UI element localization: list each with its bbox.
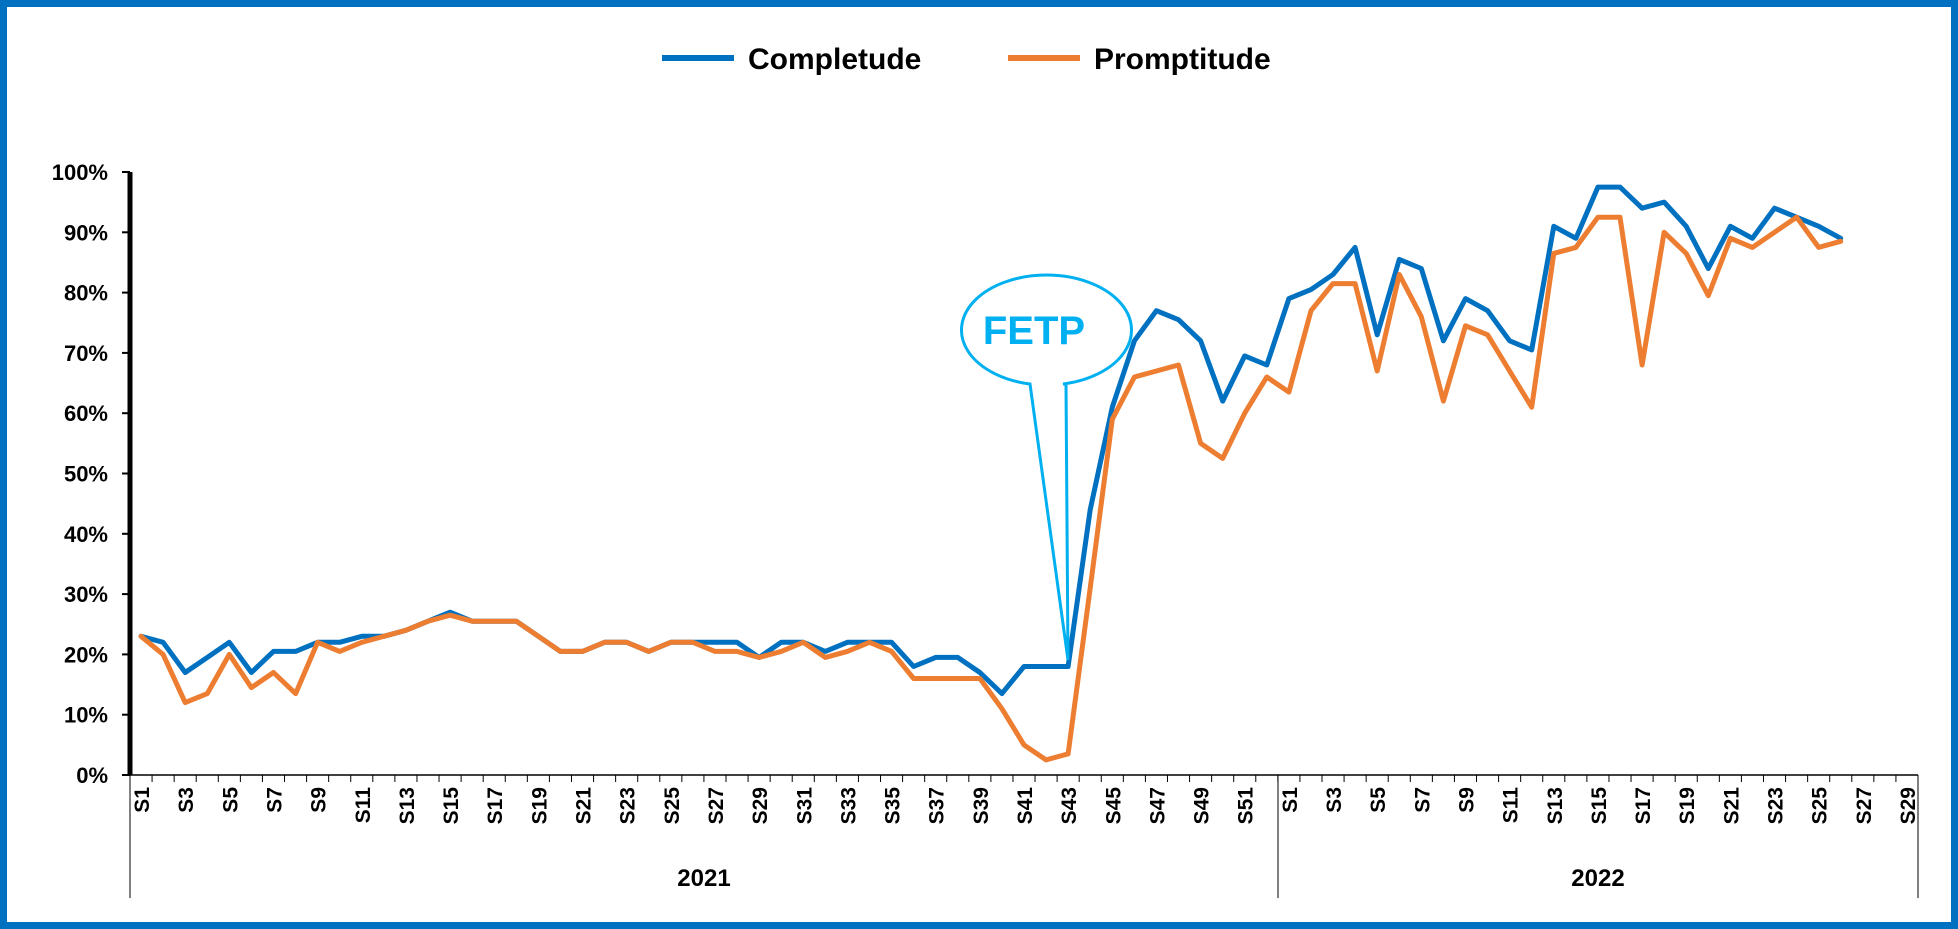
x-tick-label: S7	[263, 787, 286, 813]
x-tick-label: S51	[1235, 787, 1258, 825]
x-tick-label: S27	[705, 787, 728, 824]
x-tick-label: S5	[1367, 787, 1390, 813]
y-tick-label: 100%	[52, 160, 108, 185]
group-label-2022: 2022	[1571, 865, 1624, 892]
x-tick-label: S9	[1455, 787, 1478, 813]
x-tick-label: S11	[352, 787, 375, 824]
x-tick-label: S47	[1146, 787, 1169, 824]
x-tick-label: S23	[1765, 787, 1788, 824]
x-tick-label: S29	[1897, 787, 1920, 824]
y-tick-label: 10%	[64, 703, 108, 728]
x-tick-label: S49	[1191, 787, 1214, 824]
x-tick-label: S3	[175, 787, 198, 813]
y-tick-label: 40%	[64, 522, 108, 547]
series-line-promptitude	[138, 214, 1844, 763]
y-tick-label: 0%	[76, 763, 108, 788]
x-tick-label: S23	[617, 787, 640, 824]
legend-label-completude: Completude	[748, 43, 921, 76]
x-tick-label: S21	[1720, 787, 1743, 825]
x-tick-label: S25	[661, 787, 684, 825]
x-tick-label: S31	[793, 787, 816, 825]
x-tick-label: S29	[749, 787, 772, 824]
y-tick-label: 80%	[64, 281, 108, 306]
x-tick-label: S27	[1853, 787, 1876, 824]
x-tick-label: S3	[1323, 787, 1346, 813]
x-tick-label: S19	[528, 787, 551, 824]
y-tick-label: 20%	[64, 642, 108, 667]
x-tick-label: S1	[131, 787, 154, 813]
x-tick-label: S1	[1279, 787, 1302, 813]
legend-label-promptitude: Promptitude	[1094, 43, 1271, 76]
x-tick-label: S9	[308, 787, 331, 813]
x-tick-label: S17	[484, 787, 507, 824]
x-tick-label: S13	[396, 787, 419, 824]
fetp-callout: FETP	[960, 273, 1133, 661]
x-tick-label: S15	[1588, 787, 1611, 825]
x-axis-ticks: S1 S3 S5 S7 S9 S11 S13 S15 S17 S19 S21 S23 S25 S27 S29…	[129, 775, 1920, 825]
x-tick-label: S21	[573, 787, 596, 825]
x-tick-label: S17	[1632, 787, 1655, 824]
x-tick-label: S5	[219, 787, 242, 813]
x-tick-label: S19	[1676, 787, 1699, 824]
x-tick-label: S25	[1809, 787, 1832, 825]
group-label-2021: 2021	[677, 865, 730, 892]
x-tick-label: S15	[440, 787, 463, 825]
x-tick-label: S41	[1014, 787, 1037, 825]
x-tick-label: S35	[882, 787, 905, 825]
y-tick-label: 30%	[64, 582, 108, 607]
y-axis-ticks: 0% 10% 20% 30% 40% 50% 60% 70% 80% 90% 100%	[52, 160, 130, 788]
x-tick-label: S13	[1544, 787, 1567, 824]
x-tick-label: S7	[1411, 787, 1434, 813]
y-tick-label: 90%	[64, 220, 108, 245]
x-tick-label: S11	[1500, 787, 1523, 824]
y-tick-label: 50%	[64, 462, 108, 487]
x-tick-label: S33	[837, 787, 860, 824]
legend: Completude Promptitude	[662, 43, 1271, 76]
series-lines	[138, 184, 1844, 763]
x-tick-label: S43	[1058, 787, 1081, 824]
y-tick-label: 60%	[64, 401, 108, 426]
x-tick-label: S45	[1102, 787, 1125, 825]
fetp-callout-bubble	[960, 273, 1133, 661]
series-line-completude	[138, 184, 1844, 697]
fetp-callout-label: FETP	[983, 309, 1085, 353]
x-tick-label: S39	[970, 787, 993, 824]
y-tick-label: 70%	[64, 341, 108, 366]
x-tick-label: S37	[926, 787, 949, 824]
